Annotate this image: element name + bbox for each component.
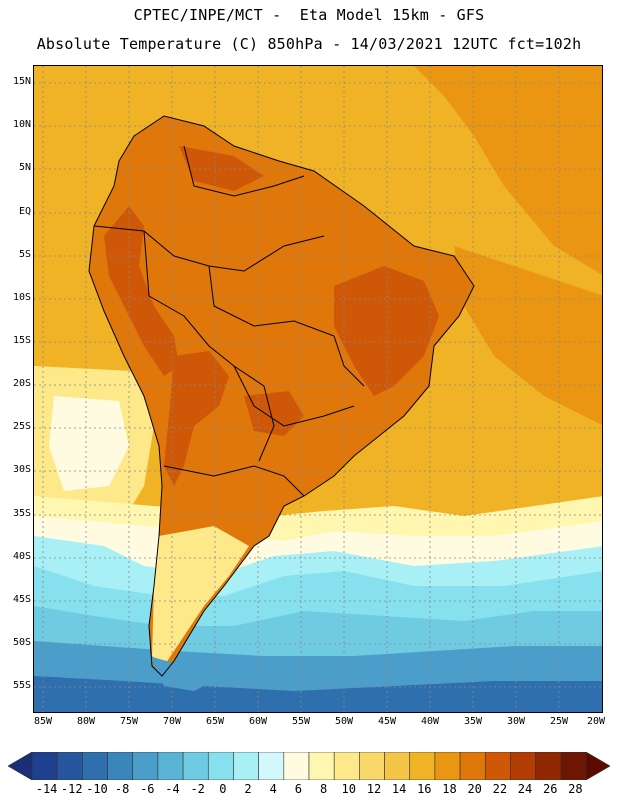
colorbar-tick-label: 8 xyxy=(319,782,328,796)
colorbar-tick-label: -4 xyxy=(165,782,180,796)
coastlines-borders xyxy=(88,115,475,677)
colorbar-swatch xyxy=(484,752,511,780)
lat-label: 45S xyxy=(12,594,31,605)
colorbar-tick-label: 2 xyxy=(244,782,252,796)
colorbar-tick-label: -10 xyxy=(86,782,108,796)
colorbar-swatch xyxy=(510,752,536,780)
colorbar-tick-label: 18 xyxy=(442,782,457,796)
lon-label: 55W xyxy=(291,716,311,727)
lon-label: 75W xyxy=(119,716,139,727)
hot-patch-andes-north xyxy=(104,206,179,376)
colorbar-swatch xyxy=(560,752,587,780)
lat-label: EQ xyxy=(18,206,31,217)
coastline xyxy=(88,115,475,677)
lon-label: 30W xyxy=(506,716,526,727)
colorbar-tick-label: -8 xyxy=(114,782,130,796)
colorbar-over-arrow xyxy=(585,752,610,780)
lon-label: 40W xyxy=(420,716,440,727)
tierra-del-fuego-cool xyxy=(149,656,214,691)
lon-label: 80W xyxy=(76,716,96,727)
colorbar-swatch xyxy=(409,752,436,780)
chart-title-line1: CPTEC/INPE/MCT - Eta Model 15km - GFS xyxy=(133,6,485,24)
colorbar xyxy=(8,752,610,780)
colorbar-tick-label: 26 xyxy=(542,782,558,796)
colorbar-tick-label: 4 xyxy=(269,782,277,796)
colorbar-swatch xyxy=(233,752,259,780)
warm-region-northeast xyxy=(414,66,602,275)
lat-label: 50S xyxy=(12,637,31,648)
lat-label: 25S xyxy=(12,421,31,432)
patagonia-cool-land xyxy=(152,526,249,666)
colorbar-tick-label: 16 xyxy=(417,782,432,796)
lon-label: 50W xyxy=(334,716,354,727)
temperature-map xyxy=(33,65,603,713)
colorbar-tick-label: 6 xyxy=(294,782,303,796)
lon-label: 20W xyxy=(586,716,606,727)
border-3 xyxy=(208,265,335,337)
colorbar-swatch xyxy=(459,752,486,780)
colorbar-tick-label: 14 xyxy=(391,782,407,796)
colorbar-swatch xyxy=(283,752,310,780)
lat-label: 30S xyxy=(12,464,31,475)
colorbar-swatch xyxy=(182,752,209,780)
colorbar-tick-label: -2 xyxy=(190,782,205,796)
border-2 xyxy=(143,230,265,387)
lon-label: 45W xyxy=(377,716,397,727)
lon-label: 70W xyxy=(162,716,182,727)
lat-label: 5S xyxy=(18,249,31,260)
colorbar-under-arrow xyxy=(8,752,33,780)
colorbar-swatch xyxy=(157,752,184,780)
lat-label: 5N xyxy=(18,162,31,173)
lat-label: 15N xyxy=(12,76,31,87)
border-4 xyxy=(233,365,355,427)
lon-label: 35W xyxy=(463,716,483,727)
colorbar-tick-label: 12 xyxy=(366,782,382,796)
graticule xyxy=(34,66,602,712)
colorbar-swatch xyxy=(132,752,159,780)
warm-region-east xyxy=(454,246,602,425)
lon-label: 65W xyxy=(205,716,225,727)
colorbar-swatch xyxy=(333,752,360,780)
colorbar-swatch xyxy=(56,752,83,780)
colorbar-tick-label: -14 xyxy=(35,782,58,796)
border-5 xyxy=(163,465,305,497)
lon-label: 85W xyxy=(33,716,53,727)
lat-label: 10S xyxy=(12,292,31,303)
pale-pacific-patch xyxy=(49,396,129,491)
colorbar-swatch xyxy=(82,752,108,780)
colorbar-tick-label: 0 xyxy=(219,782,227,796)
colorbar-tick-label: 24 xyxy=(517,782,533,796)
lon-label: 60W xyxy=(248,716,268,727)
lat-label: 10N xyxy=(12,119,31,130)
colorbar-swatch xyxy=(434,752,461,780)
hot-patch-brazil-east xyxy=(334,266,439,396)
lat-label: 40S xyxy=(12,551,31,562)
colorbar-swatch xyxy=(107,752,134,780)
colorbar-tick-label: 22 xyxy=(492,782,508,796)
colorbar-swatch xyxy=(535,752,562,780)
colorbar-tick-label: -6 xyxy=(140,782,155,796)
colorbar-swatch xyxy=(31,752,58,780)
hot-patch-venezuela xyxy=(179,146,264,191)
lat-label: 55S xyxy=(12,680,31,691)
colorbar-swatch xyxy=(207,752,234,780)
lat-label: 20S xyxy=(12,378,31,389)
colorbar-tick-label: 20 xyxy=(467,782,482,796)
map-canvas xyxy=(34,66,602,712)
colorbar-tick-label: 28 xyxy=(568,782,583,796)
border-7 xyxy=(258,385,275,462)
colorbar-swatch xyxy=(258,752,285,780)
lat-label: 35S xyxy=(12,508,31,519)
lon-label: 25W xyxy=(549,716,569,727)
colorbar-swatch xyxy=(384,752,411,780)
colorbar-swatch xyxy=(359,752,385,780)
chart-title-line2: Absolute Temperature (C) 850hPa - 14/03/… xyxy=(36,35,582,53)
colorbar-swatch xyxy=(308,752,335,780)
lat-label: 15S xyxy=(12,335,31,346)
colorbar-tick-label: 10 xyxy=(341,782,356,796)
colorbar-tick-label: -12 xyxy=(60,782,83,796)
border-6 xyxy=(183,145,305,197)
border-8 xyxy=(333,335,365,387)
